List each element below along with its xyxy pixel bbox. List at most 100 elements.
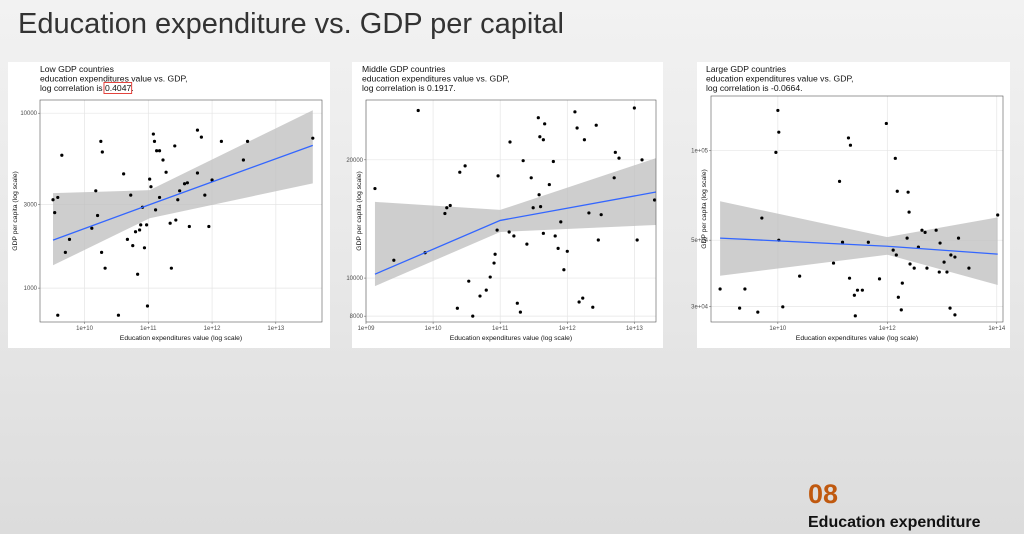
data-point: [148, 177, 152, 181]
chart-title: education expenditures value vs. GDP,: [362, 74, 509, 84]
data-point: [848, 143, 853, 147]
chart-title: education expenditures value vs. GDP,: [706, 74, 853, 84]
x-axis-label: Education expenditures value (log scale): [450, 335, 572, 342]
data-point: [537, 193, 541, 197]
data-point: [525, 242, 529, 246]
x-tick-label: 1e+13: [267, 326, 285, 332]
data-point: [565, 249, 569, 253]
data-point: [103, 266, 107, 270]
data-point: [484, 288, 488, 292]
data-point: [937, 270, 941, 274]
correlation-line: log correlation is 0.4047.: [40, 83, 134, 93]
data-point: [925, 266, 929, 270]
data-point: [458, 170, 462, 174]
data-point: [129, 193, 133, 197]
fit-line: [374, 191, 657, 275]
data-point: [884, 121, 888, 126]
data-point: [547, 182, 551, 187]
data-point: [562, 268, 566, 272]
y-tick-label: 1000: [24, 286, 38, 292]
data-point: [591, 305, 595, 309]
data-point: [938, 241, 942, 245]
data-point: [448, 203, 452, 208]
data-point: [948, 306, 952, 310]
data-point: [942, 260, 946, 264]
data-point: [536, 116, 540, 120]
data-point: [860, 288, 864, 292]
data-point: [187, 224, 191, 229]
chart-title: Low GDP countries: [40, 64, 114, 74]
x-tick-label: 1e+10: [76, 326, 94, 332]
data-point: [53, 211, 57, 215]
data-point: [894, 253, 898, 257]
y-tick-label: 1e+05: [691, 148, 709, 154]
confidence-band: [720, 201, 998, 285]
data-point: [831, 261, 836, 265]
data-point: [515, 301, 519, 305]
data-point: [63, 250, 67, 255]
data-point: [138, 228, 142, 232]
section-title: Education expenditure: [808, 514, 981, 531]
chart-title: Large GDP countries: [706, 64, 786, 74]
x-tick-label: 1e+09: [358, 326, 376, 332]
correlation-label: log correlation is: [362, 83, 425, 93]
data-point: [90, 226, 94, 230]
chart-title: education expenditures value vs. GDP,: [40, 74, 187, 84]
data-point: [125, 237, 130, 241]
data-point: [853, 314, 857, 318]
x-tick-label: 1e+14: [988, 326, 1006, 332]
data-point: [195, 128, 200, 132]
data-point: [652, 198, 657, 202]
data-point: [718, 287, 722, 291]
data-point: [152, 139, 157, 143]
data-point: [445, 206, 449, 210]
data-point: [907, 210, 911, 214]
y-tick-label: 10000: [20, 111, 37, 117]
data-point: [133, 230, 138, 234]
data-point: [738, 306, 742, 310]
data-point: [551, 159, 555, 164]
x-axis-label: Education expenditures value (log scale): [120, 335, 242, 342]
data-point: [145, 223, 149, 227]
data-point: [893, 156, 897, 160]
data-point: [496, 174, 500, 178]
correlation-value: -0.0664.: [771, 83, 803, 93]
data-point: [493, 252, 497, 256]
confidence-band: [53, 110, 313, 266]
data-point: [920, 228, 924, 232]
data-point: [541, 231, 545, 235]
data-point: [599, 213, 603, 217]
correlation-value: 0.1917.: [427, 83, 456, 93]
data-point: [455, 306, 459, 310]
data-point: [521, 159, 525, 163]
data-point: [157, 149, 162, 153]
data-point: [153, 208, 158, 212]
data-point: [416, 108, 420, 113]
x-tick-label: 1e+12: [559, 326, 577, 332]
data-point: [906, 190, 910, 194]
data-point: [168, 221, 172, 225]
data-point: [556, 246, 560, 250]
data-point: [559, 220, 563, 224]
data-point: [145, 304, 150, 308]
data-point: [195, 171, 200, 175]
data-point: [640, 158, 644, 162]
data-point: [900, 281, 904, 285]
data-point: [471, 314, 475, 318]
data-point: [207, 224, 211, 229]
y-axis-label: GDP per capita (log scale): [356, 171, 363, 251]
data-point: [837, 179, 842, 183]
data-point: [529, 176, 533, 180]
data-point: [178, 189, 182, 193]
data-point: [743, 287, 747, 291]
data-point: [538, 135, 542, 139]
data-point: [573, 110, 577, 114]
data-point: [467, 279, 471, 283]
data-point: [582, 138, 587, 142]
data-point: [210, 178, 214, 182]
data-point: [575, 126, 579, 130]
data-point: [553, 234, 557, 238]
data-point: [443, 211, 447, 216]
